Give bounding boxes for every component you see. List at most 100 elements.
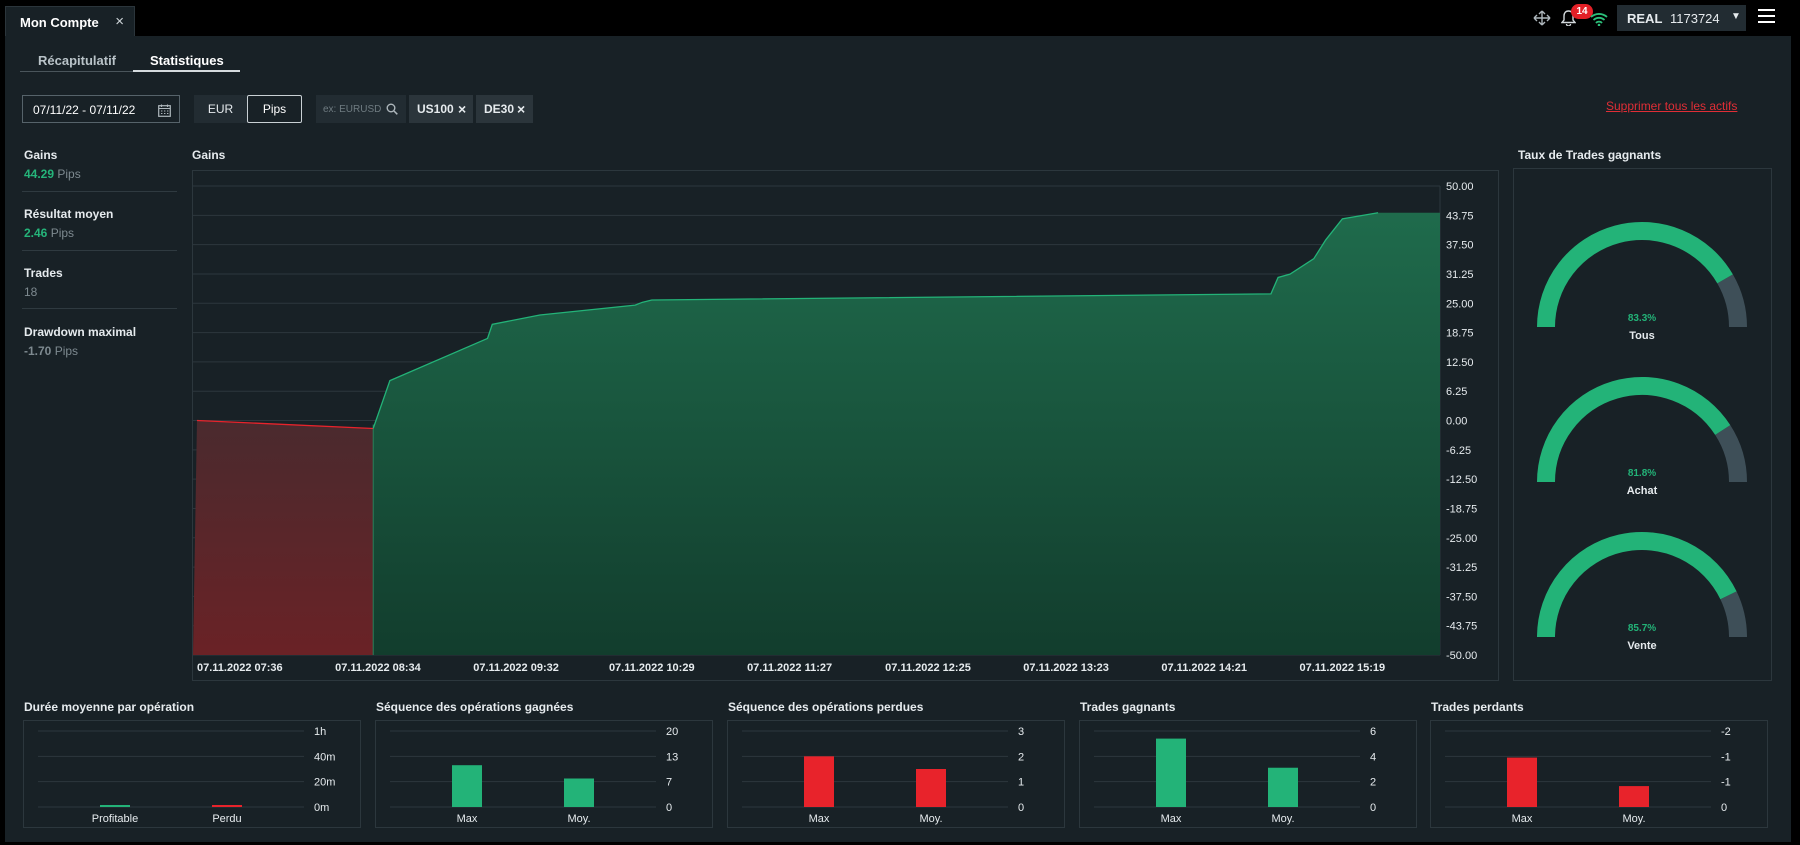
chevron-down-icon: ▼ (1731, 11, 1741, 22)
category-label: Max (1161, 813, 1182, 825)
y-tick-label: -2 (1721, 726, 1731, 738)
gauge-percent: 81.8% (1628, 468, 1656, 479)
y-tick-label: 0 (1370, 802, 1376, 814)
gain-area (373, 212, 1441, 655)
mini-bar-chart: -2 -1 -1 0 Max Moy. (1445, 726, 1731, 825)
bar (1619, 786, 1649, 807)
stat-drawdown-label: Drawdown maximal (24, 325, 137, 339)
asset-search-input[interactable]: ex: EURUSD (316, 95, 406, 123)
mini-chart-title: Durée moyenne par opération (24, 700, 195, 714)
gains-chart-svg: 50.00 43.75 37.50 31.25 25.00 18.75 12.50 6.25 0… (193, 181, 1477, 674)
stat-drawdown-value: -1.70 Pips (24, 344, 79, 358)
category-label: Max (457, 813, 478, 825)
account-type: REAL (1627, 11, 1663, 26)
avg-duration-chart: 1h 40m 20m 0m Profitable Perdu (23, 720, 361, 828)
tab-recapitulatif[interactable]: Récapitulatif (38, 53, 117, 68)
search-placeholder: ex: EURUSD (323, 104, 382, 115)
mini-bar-chart: 1h 40m 20m 0m Profitable Perdu (38, 726, 335, 825)
y-tick-label: 12.50 (1446, 357, 1474, 369)
chip-label: US100 (417, 102, 454, 116)
category-label: Moy. (1271, 813, 1294, 825)
date-range-value: 07/11/22 - 07/11/22 (33, 103, 136, 117)
y-tick-label: -18.75 (1446, 503, 1477, 515)
loss-series-line (196, 419, 374, 430)
winning-trades-chart: 6 4 2 0 Max Moy. (1079, 720, 1417, 828)
account-number: 1173724 (1670, 11, 1720, 26)
y-tick-label: 0.00 (1446, 416, 1467, 428)
loss-area (193, 420, 374, 655)
unit-eur-button[interactable]: EUR (194, 95, 247, 123)
y-tick-label: -50.00 (1446, 650, 1477, 662)
gauge-label: Tous (1629, 330, 1654, 342)
mini-chart-title: Séquence des opérations perdues (728, 700, 924, 714)
top-bar: Mon Compte × 14 REAL 1173724 ▼ (0, 0, 1800, 37)
gauge-percent: 83.3% (1628, 313, 1656, 324)
stat-average-label: Résultat moyen (24, 207, 114, 221)
loss-sequence-chart: 3 2 1 0 Max Moy. (727, 720, 1065, 828)
bar (804, 756, 834, 807)
gauge-value-arc (1537, 222, 1733, 328)
y-tick-label: 0m (314, 802, 329, 814)
y-tick-label: -1 (1721, 751, 1731, 763)
chip-label: DE30 (484, 102, 515, 116)
unit-pips-button[interactable]: Pips (247, 95, 302, 123)
subtab-underline (20, 71, 240, 72)
y-tick-label: 3 (1018, 726, 1024, 738)
close-tab-icon[interactable]: × (115, 13, 124, 30)
win-rate-title: Taux de Trades gagnants (1518, 148, 1662, 162)
y-tick-label: -6.25 (1446, 445, 1471, 457)
y-tick-label: 2 (1370, 777, 1376, 789)
tab-mon-compte[interactable]: Mon Compte × (5, 6, 135, 37)
account-selector[interactable]: REAL 1173724 ▼ (1617, 5, 1746, 31)
bar (564, 778, 594, 807)
stat-average-value: 2.46 Pips (24, 226, 75, 240)
y-tick-label: 1 (1018, 777, 1024, 789)
bar (1268, 767, 1298, 807)
y-tick-label: 50.00 (1446, 181, 1474, 193)
date-range-picker[interactable]: 07/11/22 - 07/11/22 (22, 95, 180, 123)
notification-badge: 14 (1571, 4, 1593, 19)
mini-bar-chart: 20 13 7 0 Max Moy. (390, 726, 678, 825)
bar (212, 805, 242, 807)
category-label: Moy. (567, 813, 590, 825)
stat-gains-label: Gains (24, 148, 58, 162)
y-tick-label: 25.00 (1446, 298, 1474, 310)
hamburger-menu-icon[interactable] (1758, 9, 1775, 23)
stat-trades-value: 18 (24, 285, 38, 299)
mini-bar-chart: 3 2 1 0 Max Moy. (742, 726, 1024, 825)
category-label: Profitable (92, 813, 138, 825)
x-tick-label: 07.11.2022 08:34 (335, 662, 422, 674)
y-tick-label: 7 (666, 777, 672, 789)
y-tick-label: 18.75 (1446, 328, 1474, 340)
category-label: Max (809, 813, 830, 825)
y-tick-label: 0 (1018, 802, 1024, 814)
y-tick-label: 6 (1370, 726, 1376, 738)
remove-all-assets-link[interactable]: Supprimer tous les actifs (1606, 99, 1738, 113)
gauge-value-arc (1537, 532, 1737, 638)
win-rate-panel: 83.3% Tous 81.8% Achat 85.7% Vente (1513, 168, 1772, 681)
gauge-remaining-arc (1717, 274, 1747, 328)
y-tick-label: -31.25 (1446, 562, 1477, 574)
mini-chart-title: Trades perdants (1431, 700, 1524, 714)
y-tick-label: 43.75 (1446, 210, 1474, 222)
tab-statistiques[interactable]: Statistiques (150, 53, 224, 68)
mini-chart-title: Trades gagnants (1080, 700, 1176, 714)
tab-title: Mon Compte (20, 15, 99, 30)
y-tick-label: 6.25 (1446, 386, 1467, 398)
gauge-value-arc (1537, 377, 1731, 483)
gains-chart-title: Gains (192, 148, 226, 162)
y-tick-label: 1h (314, 726, 326, 738)
wifi-icon (1590, 13, 1608, 26)
remove-chip-icon[interactable]: × (517, 101, 526, 117)
bar (100, 805, 130, 807)
y-tick-label: -1 (1721, 777, 1731, 789)
y-tick-label: 20 (666, 726, 678, 738)
transfer-icon[interactable] (1533, 10, 1551, 26)
category-label: Max (1512, 813, 1533, 825)
y-tick-label: 4 (1370, 751, 1376, 763)
remove-chip-icon[interactable]: × (458, 101, 467, 117)
x-tick-label: 07.11.2022 09:32 (473, 662, 559, 674)
y-tick-label: -25.00 (1446, 533, 1477, 545)
category-label: Perdu (212, 813, 241, 825)
gauge-label: Achat (1627, 485, 1658, 497)
